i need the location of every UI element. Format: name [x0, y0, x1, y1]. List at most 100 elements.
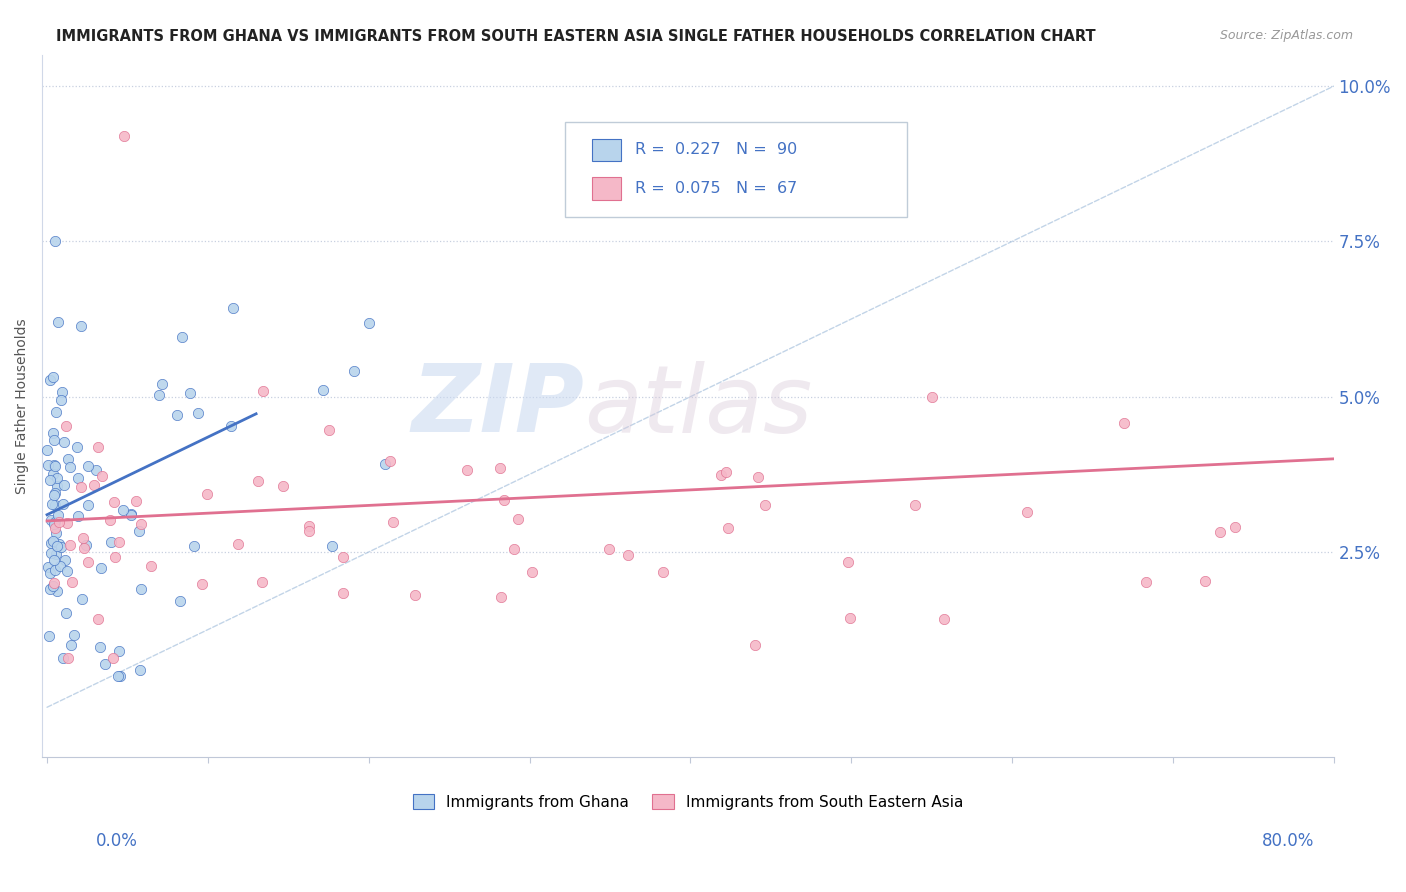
- Point: [42, 553, 65, 567]
- Point: [44, 575, 66, 590]
- Point: [60, 575, 83, 590]
- Point: [179, 386, 201, 401]
- Point: [37, 560, 59, 574]
- Point: [59, 459, 82, 474]
- Point: [46, 479, 69, 493]
- Point: [56, 650, 79, 665]
- Point: [89, 640, 111, 654]
- Point: [111, 503, 134, 517]
- Point: [55, 419, 77, 434]
- Point: [44, 520, 66, 534]
- Point: [141, 559, 163, 574]
- Point: [837, 556, 859, 570]
- Text: R =  0.075   N =  67: R = 0.075 N = 67: [636, 181, 797, 196]
- Point: [75, 538, 97, 552]
- Point: [250, 575, 273, 590]
- Point: [38, 473, 60, 487]
- Point: [45, 539, 67, 553]
- Point: [41, 370, 63, 384]
- Point: [252, 384, 274, 398]
- Text: atlas: atlas: [585, 360, 813, 451]
- Point: [312, 383, 335, 397]
- Point: [51, 384, 73, 399]
- Point: [66, 471, 89, 485]
- Point: [506, 511, 529, 525]
- Point: [1015, 505, 1038, 519]
- Point: [45, 405, 67, 419]
- Point: [39, 582, 62, 596]
- Point: [489, 590, 512, 604]
- Point: [41, 497, 63, 511]
- Point: [120, 507, 142, 521]
- Point: [52, 497, 75, 511]
- Point: [839, 611, 862, 625]
- Point: [66, 508, 89, 523]
- Point: [44, 563, 66, 577]
- Text: ZIP: ZIP: [412, 360, 585, 452]
- Point: [98, 513, 121, 527]
- Text: R =  0.227   N =  90: R = 0.227 N = 90: [636, 143, 797, 157]
- Point: [56, 452, 79, 467]
- Point: [107, 669, 129, 683]
- Point: [104, 550, 127, 565]
- Point: [195, 487, 218, 501]
- Point: [903, 498, 925, 512]
- Point: [86, 612, 108, 626]
- Point: [120, 508, 142, 522]
- Point: [44, 458, 66, 473]
- Point: [1223, 520, 1246, 534]
- Point: [357, 316, 380, 330]
- Point: [42, 425, 65, 440]
- Point: [55, 607, 77, 621]
- Point: [62, 628, 84, 642]
- Point: [503, 542, 526, 557]
- Point: [56, 564, 79, 578]
- Text: 80.0%: 80.0%: [1263, 831, 1315, 849]
- Point: [86, 441, 108, 455]
- Point: [37, 442, 59, 457]
- Point: [183, 539, 205, 553]
- Point: [73, 541, 96, 556]
- Point: [932, 612, 955, 626]
- Point: [45, 525, 67, 540]
- Point: [39, 566, 62, 581]
- Point: [754, 499, 776, 513]
- Point: [128, 524, 150, 538]
- Point: [1209, 525, 1232, 540]
- Point: [48, 515, 70, 529]
- Point: [598, 542, 620, 557]
- Point: [219, 418, 242, 433]
- Point: [172, 329, 194, 343]
- Point: [94, 657, 117, 671]
- Point: [48, 537, 70, 551]
- Point: [108, 644, 131, 658]
- Text: 0.0%: 0.0%: [96, 831, 138, 849]
- Point: [714, 466, 737, 480]
- Point: [1135, 575, 1157, 590]
- Point: [56, 516, 79, 531]
- Point: [125, 494, 148, 508]
- Point: [129, 582, 152, 597]
- Point: [44, 235, 66, 249]
- Point: [652, 565, 675, 579]
- Point: [489, 460, 512, 475]
- Point: [53, 553, 76, 567]
- Point: [456, 463, 478, 477]
- Point: [46, 508, 69, 522]
- Point: [70, 591, 93, 606]
- Point: [921, 390, 943, 404]
- Point: [129, 663, 152, 677]
- Point: [318, 423, 340, 437]
- Point: [332, 550, 354, 565]
- Point: [44, 498, 66, 512]
- Point: [39, 546, 62, 560]
- Point: [72, 532, 94, 546]
- Point: [616, 548, 638, 562]
- Point: [378, 453, 401, 467]
- Point: [191, 577, 214, 591]
- Point: [381, 515, 404, 529]
- Point: [298, 519, 321, 533]
- Point: [169, 594, 191, 608]
- Point: [90, 561, 112, 575]
- Point: [520, 565, 543, 579]
